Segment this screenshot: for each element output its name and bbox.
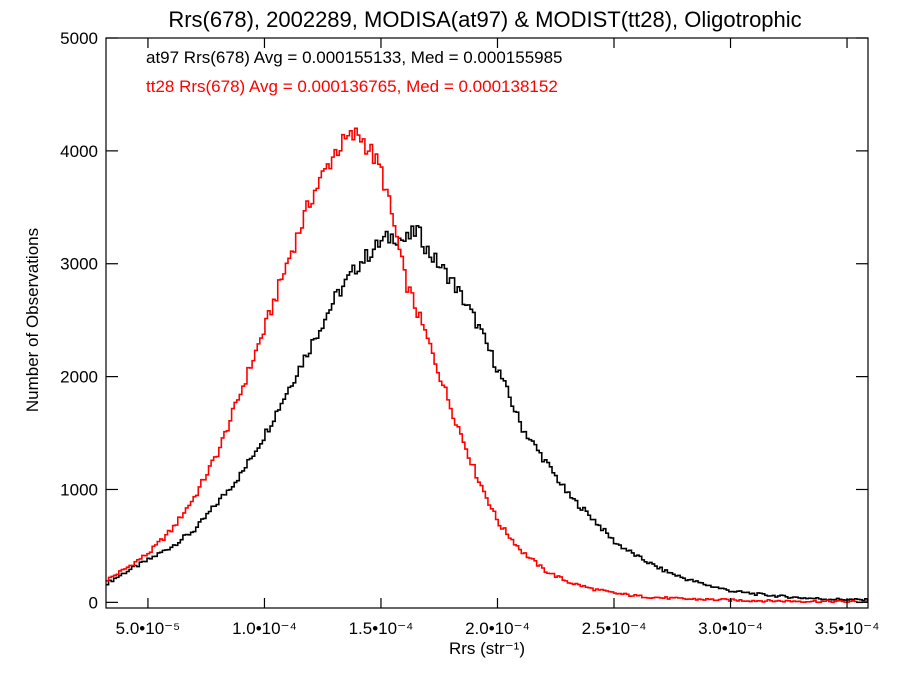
y-axis-label: Number of Observations [23,228,42,412]
stats-annotation-at97: at97 Rrs(678) Avg = 0.000155133, Med = 0… [146,48,563,67]
y-tick-label: 5000 [60,29,98,48]
stats-annotation-tt28: tt28 Rrs(678) Avg = 0.000136765, Med = 0… [146,77,558,96]
x-tick-label: 5.0•10⁻⁵ [116,619,181,638]
y-tick-label: 4000 [60,142,98,161]
y-tick-label: 2000 [60,368,98,387]
ticks-layer: 5.0•10⁻⁵ 1.0•10⁻⁴ 1.5•10⁻⁴ 2.0•10⁻⁴ 2.5•10⁻⁴… [60,29,879,638]
y-tick-label: 1000 [60,480,98,499]
y-tick-label: 0 [89,593,98,612]
chart-title: Rrs(678), 2002289, MODISA(at97) & MODIST… [168,7,801,32]
x-tick-label: 1.0•10⁻⁴ [232,619,297,638]
x-tick-label: 1.5•10⁻⁴ [349,619,414,638]
x-tick-label: 2.0•10⁻⁴ [465,619,530,638]
series-layer [106,127,869,604]
x-tick-label: 3.0•10⁻⁴ [698,619,763,638]
y-tick-label: 3000 [60,255,98,274]
series-at97-line [106,225,869,602]
x-tick-label: 2.5•10⁻⁴ [582,619,647,638]
series-tt28-line [106,127,869,604]
x-tick-label: 3.5•10⁻⁴ [815,619,880,638]
plot-frame [105,37,869,609]
x-axis-label: Rrs (str⁻¹) [449,639,525,658]
